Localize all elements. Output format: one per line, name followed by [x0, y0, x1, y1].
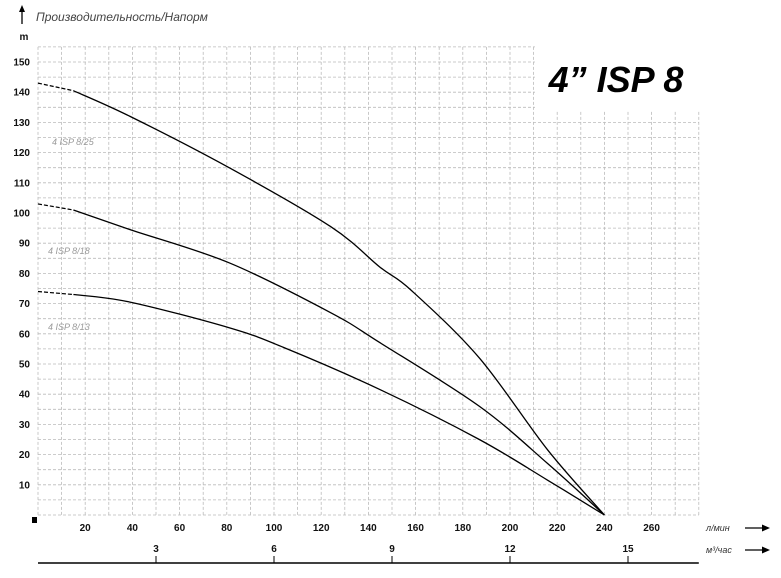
- y-tick-label: 60: [19, 329, 31, 340]
- x-tick-label: 40: [127, 523, 139, 534]
- x-tick-label: 60: [174, 523, 186, 534]
- origin-marker: [32, 517, 37, 523]
- series-label: 4 ISP 8/18: [48, 246, 90, 256]
- series-line-dashed: [37, 82, 74, 92]
- x2-tick-label: 9: [389, 544, 395, 555]
- x2-tick-label: 3: [153, 544, 159, 555]
- y-axis-label: m: [20, 32, 29, 43]
- series-line: [73, 293, 605, 516]
- y-tick-label: 20: [19, 450, 31, 461]
- x-tick-label: 140: [360, 523, 377, 534]
- y-tick-label: 140: [13, 88, 30, 99]
- model-label: 4” ISP 8: [548, 59, 684, 100]
- y-tick-label: 10: [19, 480, 31, 491]
- x2-tick-label: 6: [271, 544, 277, 555]
- y-axis-arrow-icon: [19, 5, 25, 24]
- y-tick-label: 40: [19, 390, 31, 401]
- x2-tick-label: 12: [504, 544, 516, 555]
- y-tick-label: 100: [13, 209, 30, 220]
- y-tick-label: 130: [13, 118, 30, 129]
- x-tick-label: 180: [454, 523, 471, 534]
- series-line: [73, 209, 605, 516]
- series-label: 4 ISP 8/13: [48, 322, 90, 332]
- y-tick-label: 70: [19, 299, 31, 310]
- x-tick-label: 240: [596, 523, 613, 534]
- y-tick-label: 110: [14, 178, 31, 189]
- series-line: [73, 90, 605, 516]
- x-tick-label: 160: [407, 523, 424, 534]
- x-tick-label: 20: [80, 523, 92, 534]
- x-tick-label: 80: [221, 523, 233, 534]
- series-line-dashed: [37, 290, 74, 296]
- x-axis-label: л/мин: [705, 523, 730, 533]
- series-label: 4 ISP 8/25: [52, 137, 95, 147]
- x-tick-label: 260: [643, 523, 660, 534]
- x2-axis-label: м³/час: [706, 545, 732, 555]
- y-tick-label: 50: [19, 360, 31, 371]
- y-tick-label: 90: [19, 239, 31, 250]
- x-tick-label: 120: [313, 523, 330, 534]
- x-tick-label: 200: [502, 523, 519, 534]
- y-tick-label: 120: [13, 148, 30, 159]
- x2-axis-arrow-icon: [745, 546, 770, 554]
- y-tick-label: 30: [19, 420, 31, 431]
- y-tick-label: 150: [13, 58, 30, 69]
- x-tick-label: 220: [549, 523, 566, 534]
- series-line-dashed: [37, 203, 74, 211]
- x-tick-label: 100: [266, 523, 283, 534]
- chart-title: Производительность/Напорм: [36, 10, 208, 24]
- y-tick-label: 80: [19, 269, 31, 280]
- x2-tick-label: 15: [622, 544, 634, 555]
- model-label-box: [535, 45, 700, 110]
- grid: [37, 46, 700, 516]
- x-axis-arrow-icon: [745, 524, 770, 532]
